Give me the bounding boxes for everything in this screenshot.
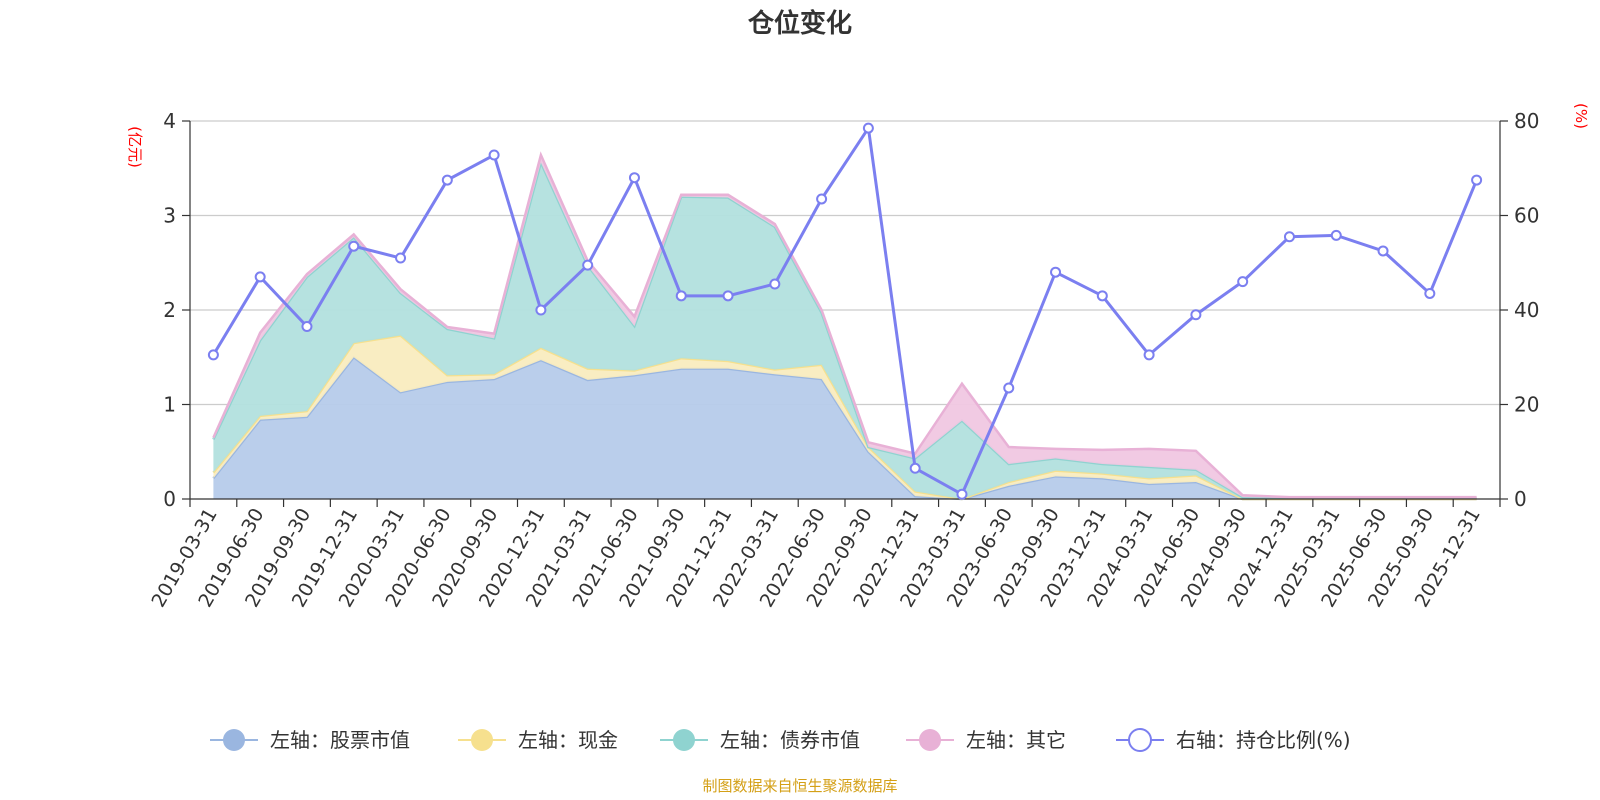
left-tick-label: 3 bbox=[163, 204, 176, 228]
ratio-point bbox=[1283, 231, 1295, 243]
left-tick-label: 1 bbox=[163, 393, 176, 417]
ratio-point bbox=[1003, 382, 1015, 394]
ratio-point bbox=[722, 290, 734, 302]
ratio-point bbox=[348, 240, 360, 252]
area-左轴：股票市值 bbox=[213, 357, 1477, 499]
right-tick-label: 20 bbox=[1514, 393, 1539, 417]
ratio-line-series bbox=[207, 122, 1483, 500]
chart-title: 仓位变化 bbox=[747, 8, 852, 39]
ratio-point bbox=[1050, 266, 1062, 278]
legend-symbol bbox=[919, 729, 941, 751]
ratio-point bbox=[488, 149, 500, 161]
left-tick-label: 0 bbox=[163, 487, 176, 511]
right-tick-label: 40 bbox=[1514, 298, 1539, 322]
ratio-point bbox=[395, 252, 407, 264]
right-tick-label: 0 bbox=[1514, 487, 1527, 511]
ratio-point bbox=[1471, 174, 1483, 186]
ratio-point bbox=[582, 259, 594, 271]
ratio-point bbox=[535, 304, 547, 316]
area-左轴：债券市值 bbox=[213, 162, 1477, 499]
ratio-point bbox=[956, 488, 968, 500]
ratio-point bbox=[909, 462, 921, 474]
legend-label: 左轴：股票市值 bbox=[270, 728, 410, 752]
ratio-point bbox=[675, 290, 687, 302]
ratio-point bbox=[1190, 309, 1202, 321]
ratio-point bbox=[769, 278, 781, 290]
ratio-point bbox=[1424, 287, 1436, 299]
left-axis-unit: (亿元) bbox=[126, 126, 144, 168]
ratio-point bbox=[441, 174, 453, 186]
ratio-point bbox=[301, 321, 313, 333]
ratio-point bbox=[207, 349, 219, 361]
ratio-point bbox=[254, 271, 266, 283]
left-tick-label: 4 bbox=[163, 109, 176, 133]
left-tick-label: 2 bbox=[163, 298, 176, 322]
ratio-point bbox=[1237, 276, 1249, 288]
ratio-point bbox=[1377, 245, 1389, 257]
right-tick-label: 60 bbox=[1514, 204, 1539, 228]
ratio-point bbox=[1096, 290, 1108, 302]
area-series bbox=[212, 151, 1477, 501]
right-tick-label: 80 bbox=[1514, 109, 1539, 133]
ratio-point bbox=[628, 172, 640, 184]
ratio-point bbox=[862, 122, 874, 134]
legend-label: 右轴：持仓比例(%) bbox=[1176, 728, 1351, 752]
ratio-point bbox=[816, 193, 828, 205]
area-edge-左轴：其它 bbox=[212, 151, 1477, 499]
ratio-line bbox=[212, 123, 1478, 497]
legend-symbol bbox=[223, 729, 245, 751]
ratio-point bbox=[1143, 349, 1155, 361]
data-source-note: 制图数据来自恒生聚源数据库 bbox=[702, 777, 897, 795]
legend-label: 左轴：其它 bbox=[966, 728, 1066, 752]
legend-symbol bbox=[1128, 728, 1152, 752]
legend-symbol bbox=[673, 729, 695, 751]
legend-symbol bbox=[471, 729, 493, 751]
ratio-point bbox=[1330, 229, 1342, 241]
right-axis-unit: (%) bbox=[1572, 103, 1590, 129]
legend-label: 左轴：债券市值 bbox=[720, 728, 860, 752]
legend-label: 左轴：现金 bbox=[518, 728, 618, 752]
legend: 左轴：股票市值 左轴：现金 左轴：债券市值 左轴：其它 右轴：持仓比例(%) bbox=[210, 728, 1351, 752]
